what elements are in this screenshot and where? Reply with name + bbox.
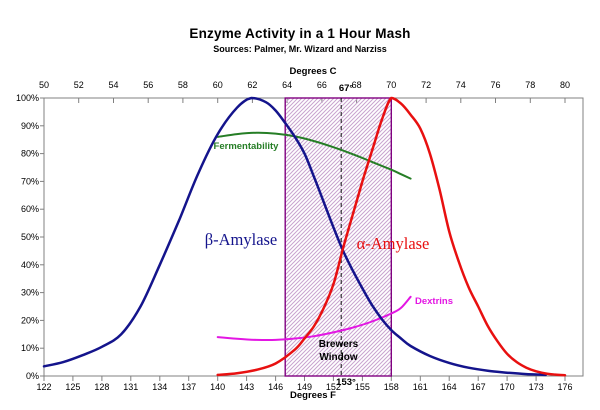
- top-axis-tick-label: 58: [178, 80, 188, 90]
- bottom-axis-tick-label: 131: [123, 382, 138, 392]
- top-axis-tick-label: 54: [108, 80, 118, 90]
- alpha-amylase-label: α-Amylase: [356, 234, 430, 253]
- optimum-temp-f-label: 153°: [336, 377, 356, 388]
- bottom-axis-tick-label: 170: [500, 382, 515, 392]
- y-axis-tick-label: 20%: [21, 315, 39, 325]
- brewers-window-label: Brewers Window: [318, 339, 359, 363]
- top-axis-tick-label: 80: [560, 80, 570, 90]
- y-axis-tick-label: 30%: [21, 288, 39, 298]
- bottom-axis-tick-label: 173: [529, 382, 544, 392]
- y-axis-tick-label: 70%: [21, 176, 39, 186]
- bottom-axis-tick-label: 125: [65, 382, 80, 392]
- bottom-axis-tick-label: 143: [239, 382, 254, 392]
- bottom-axis-tick-label: 158: [384, 382, 399, 392]
- fermentability-curve: [216, 131, 412, 180]
- y-axis-tick-label: 50%: [21, 232, 39, 242]
- top-axis-tick-label: 64: [282, 80, 292, 90]
- y-axis-tick-label: 40%: [21, 260, 39, 270]
- y-axis-tick-label: 100%: [16, 93, 39, 103]
- bottom-axis-label: Degrees F: [290, 390, 336, 401]
- bottom-axis-tick-label: 161: [413, 382, 428, 392]
- top-axis-tick-label: 72: [421, 80, 431, 90]
- bottom-axis-tick-label: 140: [210, 382, 225, 392]
- top-axis-tick-label: 62: [247, 80, 257, 90]
- bottom-axis-tick-label: 122: [36, 382, 51, 392]
- chart-title: Enzyme Activity in a 1 Hour Mash: [189, 26, 411, 41]
- fermentability-label: Fermentability: [213, 141, 279, 152]
- bottom-axis-tick-label: 149: [297, 382, 312, 392]
- top-axis-tick-label: 66: [317, 80, 327, 90]
- top-axis-tick-label: 52: [74, 80, 84, 90]
- y-axis-tick-label: 90%: [21, 121, 39, 131]
- top-axis-tick-label: 50: [39, 80, 49, 90]
- top-axis-tick-label: 74: [456, 80, 466, 90]
- y-axis-tick-label: 60%: [21, 204, 39, 214]
- bottom-axis-tick-label: 176: [557, 382, 572, 392]
- dextrins-label: Dextrins: [414, 296, 453, 307]
- top-axis-tick-label: 70: [386, 80, 396, 90]
- y-axis-tick-label: 0%: [26, 371, 39, 381]
- bottom-axis-tick-label: 164: [442, 382, 457, 392]
- beta-amylase-curve: [42, 96, 547, 377]
- top-axis-label: Degrees C: [289, 66, 337, 77]
- alpha-amylase-curve: [216, 96, 567, 377]
- bottom-axis-tick-label: 167: [471, 382, 486, 392]
- chart-subtitle: Sources: Palmer, Mr. Wizard and Narziss: [213, 44, 387, 54]
- top-axis-tick-label: 56: [143, 80, 153, 90]
- beta-amylase-label: β-Amylase: [204, 230, 278, 249]
- top-axis-tick-label: 78: [525, 80, 535, 90]
- bottom-axis-tick-label: 155: [355, 382, 370, 392]
- y-axis-tick-label: 10%: [21, 343, 39, 353]
- bottom-axis-tick-label: 137: [181, 382, 196, 392]
- bottom-axis-tick-label: 152: [326, 382, 341, 392]
- top-axis-tick-label: 60: [213, 80, 223, 90]
- y-axis-tick-label: 80%: [21, 149, 39, 159]
- bottom-axis-tick-label: 128: [94, 382, 109, 392]
- bottom-axis-tick-label: 146: [268, 382, 283, 392]
- bottom-axis-tick-label: 134: [152, 382, 167, 392]
- top-axis-tick-label: 76: [490, 80, 500, 90]
- dextrins-curve: [216, 295, 412, 342]
- top-axis-tick-label: 68: [352, 80, 362, 90]
- optimum-temp-c-label: 67°: [338, 83, 354, 94]
